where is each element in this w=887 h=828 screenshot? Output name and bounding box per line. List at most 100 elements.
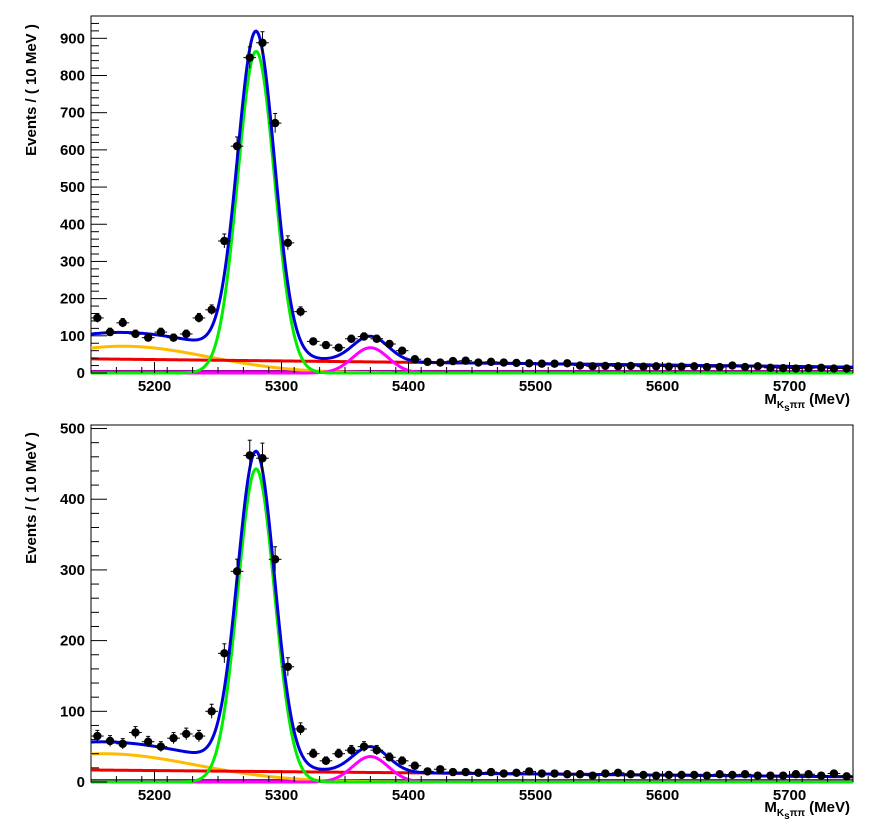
data-point bbox=[408, 761, 422, 770]
data-point bbox=[624, 770, 638, 779]
data-point bbox=[726, 361, 739, 370]
data-point bbox=[319, 756, 333, 765]
data-point bbox=[446, 356, 460, 366]
data-point bbox=[548, 769, 561, 778]
data-point bbox=[91, 312, 104, 323]
data-point bbox=[802, 770, 815, 779]
bottom-data-points bbox=[91, 439, 853, 781]
data-point bbox=[484, 357, 498, 367]
data-point bbox=[230, 136, 244, 156]
data-point bbox=[243, 439, 257, 471]
data-point bbox=[383, 339, 396, 349]
data-point bbox=[510, 768, 523, 778]
data-point bbox=[675, 362, 688, 371]
data-point bbox=[840, 772, 853, 781]
data-point bbox=[116, 738, 130, 750]
x-tick-label: 5600 bbox=[646, 787, 679, 804]
signal-curve bbox=[91, 467, 853, 784]
data-point bbox=[611, 768, 625, 778]
bottom-y-axis-label: Events / ( 10 MeV ) bbox=[23, 432, 40, 564]
data-point bbox=[167, 732, 180, 744]
x-tick-label: 5300 bbox=[265, 378, 298, 395]
data-point bbox=[459, 767, 472, 777]
data-point bbox=[243, 46, 257, 69]
data-point bbox=[497, 769, 511, 778]
data-point bbox=[370, 334, 384, 343]
data-point bbox=[814, 771, 828, 780]
data-point bbox=[764, 363, 777, 372]
data-point bbox=[484, 767, 498, 777]
y-tick-label: 900 bbox=[60, 30, 85, 47]
data-point bbox=[535, 359, 549, 368]
data-point bbox=[192, 729, 206, 742]
bottom-plot-frame bbox=[90, 424, 854, 783]
x-tick-label: 5400 bbox=[392, 378, 425, 395]
data-point bbox=[459, 356, 472, 365]
data-point bbox=[433, 765, 447, 774]
y-tick-label: 300 bbox=[60, 562, 85, 579]
data-point bbox=[738, 362, 752, 372]
data-point bbox=[522, 767, 536, 776]
data-point bbox=[764, 771, 777, 780]
data-point bbox=[637, 362, 650, 371]
data-point bbox=[611, 362, 625, 371]
data-point bbox=[281, 657, 295, 676]
data-point bbox=[395, 346, 409, 355]
bottom-axis-ticks: 5200 5300 5400 5500 5600 5700 0 100 200 300 400 500 bbox=[60, 421, 854, 804]
data-point bbox=[103, 327, 117, 337]
data-point bbox=[141, 735, 155, 748]
x-tick-label: 5300 bbox=[265, 787, 298, 804]
data-point bbox=[497, 358, 511, 367]
data-point bbox=[776, 363, 790, 373]
y-tick-label: 200 bbox=[60, 633, 85, 650]
data-point bbox=[662, 362, 676, 371]
y-tick-label: 600 bbox=[60, 142, 85, 159]
total-fit-curve bbox=[90, 29, 854, 369]
data-point bbox=[345, 334, 358, 343]
data-point bbox=[103, 735, 117, 747]
data-point bbox=[573, 361, 587, 370]
data-point bbox=[383, 752, 396, 762]
data-point bbox=[167, 333, 180, 342]
data-point bbox=[446, 767, 460, 777]
data-point bbox=[357, 332, 371, 341]
data-point bbox=[599, 361, 612, 371]
data-point bbox=[433, 358, 447, 367]
data-point bbox=[319, 340, 333, 350]
data-point bbox=[472, 768, 485, 778]
data-point bbox=[789, 364, 803, 373]
data-point bbox=[649, 362, 663, 371]
data-point bbox=[294, 722, 307, 736]
data-point bbox=[624, 361, 638, 371]
top-fit-curves bbox=[90, 29, 854, 375]
data-point bbox=[535, 769, 549, 778]
x-tick-label: 5400 bbox=[392, 787, 425, 804]
y-tick-label: 300 bbox=[60, 253, 85, 270]
x-tick-label: 5200 bbox=[138, 787, 171, 804]
data-point bbox=[91, 729, 104, 742]
data-point bbox=[205, 304, 218, 315]
data-point bbox=[294, 306, 307, 317]
y-tick-label: 100 bbox=[60, 328, 85, 345]
data-point bbox=[218, 643, 231, 663]
data-point bbox=[141, 333, 155, 342]
data-point bbox=[751, 771, 765, 780]
data-point bbox=[345, 744, 358, 755]
x-tick-label: 5700 bbox=[773, 378, 806, 395]
data-point bbox=[827, 364, 841, 373]
data-point bbox=[840, 364, 853, 373]
top-y-axis-label: Events / ( 10 MeV ) bbox=[23, 24, 40, 156]
data-point bbox=[129, 329, 142, 339]
data-point bbox=[306, 337, 320, 346]
data-point bbox=[738, 770, 752, 779]
data-point bbox=[306, 748, 320, 759]
data-point bbox=[726, 770, 739, 780]
total-fit-curve bbox=[90, 449, 854, 779]
x-tick-label: 5700 bbox=[773, 787, 806, 804]
data-point bbox=[421, 357, 434, 367]
y-tick-label: 200 bbox=[60, 291, 85, 308]
data-point bbox=[281, 235, 295, 250]
y-tick-label: 400 bbox=[60, 491, 85, 508]
data-point bbox=[687, 362, 701, 371]
